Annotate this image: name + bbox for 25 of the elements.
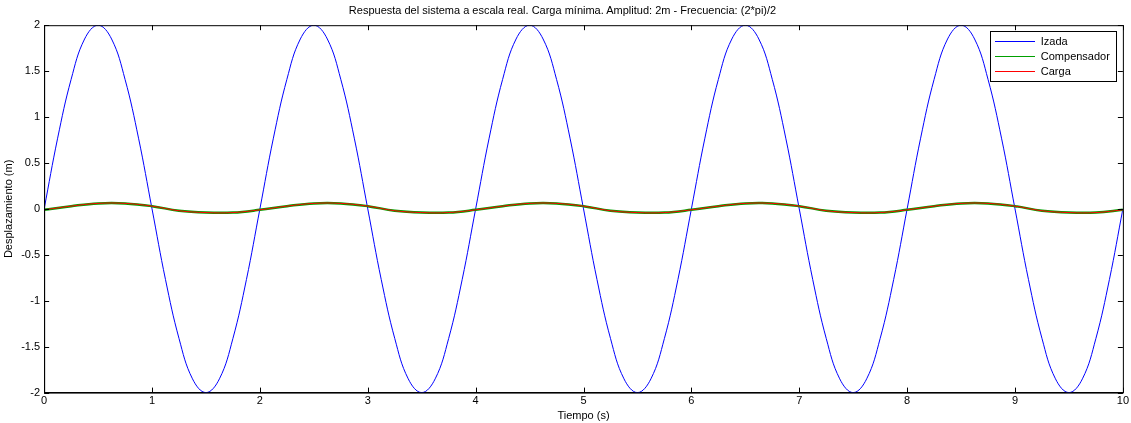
y-tick-label: 1.5 [24,64,41,77]
y-tick-label: -1.5 [21,339,41,352]
y-tick-label: 1 [34,110,41,123]
legend-label: Carga [1040,64,1071,80]
x-tick-label: 7 [796,394,803,407]
y-tick-label: -2 [30,385,41,398]
x-tick-label: 3 [364,394,371,407]
x-tick-label: 4 [472,394,479,407]
x-tick-label: 10 [1116,394,1130,407]
legend-label: Izada [1040,34,1068,50]
chart-title: Respuesta del sistema a escala real. Carga mínima. Amplitud: 2m - Frecuencia: (2*pi)/2 [348,3,777,16]
x-tick-label: 9 [1011,394,1019,407]
legend-label: Compensador [1040,49,1110,65]
y-tick-label: -0.5 [21,247,41,260]
y-axis-title: Desplazamiento (m) [1,159,14,259]
x-tick-label: 8 [904,394,911,407]
x-tick-label: 2 [256,394,263,407]
x-tick-label: 1 [148,394,156,407]
y-tick-label: 2 [34,18,41,31]
x-axis-title: Tiempo (s) [557,409,610,422]
y-tick-label: 0.5 [24,156,41,169]
y-tick-label: -1 [30,293,41,306]
y-tick-label: 0 [34,201,41,214]
x-tick-label: 6 [688,394,695,407]
x-tick-label: 5 [580,394,587,407]
